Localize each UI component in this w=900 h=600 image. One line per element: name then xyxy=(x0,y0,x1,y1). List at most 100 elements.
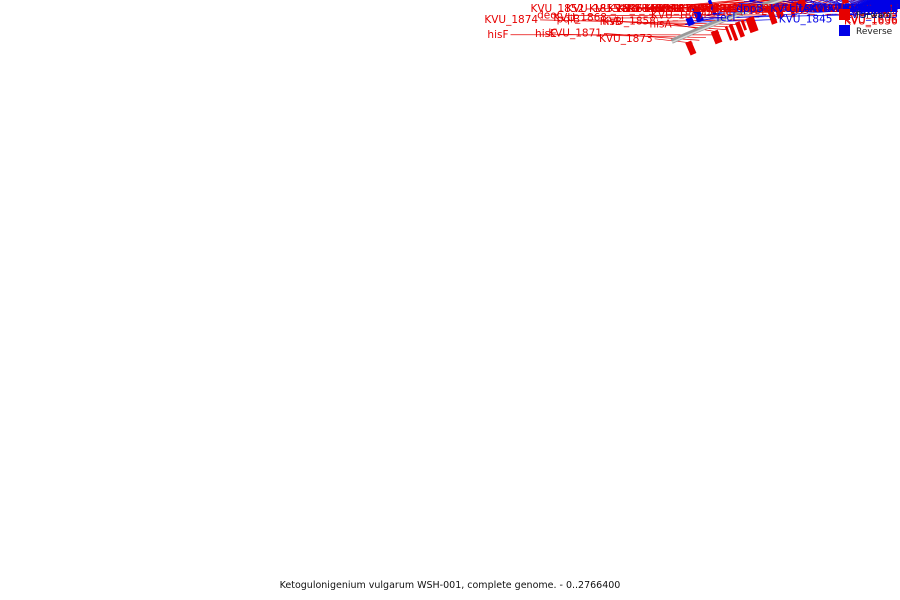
reverse-gene-label[interactable]: KVU_1664 xyxy=(844,3,898,15)
forward-gene-label[interactable]: KVU_1645 xyxy=(844,3,898,15)
reverse-gene-label[interactable]: KVU_1750 xyxy=(844,3,898,15)
reverse-gene-label[interactable]: katA xyxy=(860,3,884,15)
reverse-gene-label[interactable]: KVU_1713 xyxy=(844,3,898,15)
forward-gene-label[interactable]: glnA xyxy=(755,3,779,15)
forward-gene-label[interactable]: KVU_1625 xyxy=(844,7,898,19)
forward-gene-label[interactable]: putA xyxy=(870,3,895,15)
forward-gene-label[interactable]: KVU_1740 xyxy=(844,3,898,15)
forward-gene-label[interactable]: KVU_1786 xyxy=(844,3,898,15)
reverse-gene-label[interactable]: KVU_1572 xyxy=(844,3,898,15)
forward-gene-label[interactable]: leuA xyxy=(874,3,898,15)
forward-gene-label[interactable]: KVU_1871 xyxy=(548,27,602,39)
reverse-gene-label[interactable]: KVU_1586 xyxy=(844,3,898,15)
forward-gene-label[interactable]: KVU_1830 xyxy=(716,3,770,15)
forward-gene-label[interactable]: KVU_1842 xyxy=(686,3,740,15)
reverse-gene-label[interactable]: KVU_1793 xyxy=(844,3,898,15)
forward-gene-label[interactable]: KVU_1709 xyxy=(844,3,898,15)
reverse-gene-label[interactable]: KVU_1533 xyxy=(844,3,898,15)
reverse-gene-label[interactable]: hisS xyxy=(860,3,882,15)
reverse-gene-label[interactable]: KVU_1698 xyxy=(844,3,898,15)
reverse-gene-label[interactable]: nuoN xyxy=(860,3,888,15)
reverse-gene-label[interactable]: KVU_1781 xyxy=(844,3,898,15)
forward-gene-label[interactable]: tyrS xyxy=(876,5,898,17)
forward-gene-label[interactable]: ald xyxy=(622,3,638,15)
reverse-gene-label[interactable]: hisG xyxy=(860,3,883,15)
forward-gene-label[interactable]: KVU_1606 xyxy=(844,14,898,26)
reverse-gene-label[interactable]: KVU_1777 xyxy=(844,3,898,15)
reverse-gene-label[interactable]: KVU_1785 xyxy=(823,3,877,15)
reverse-gene-label[interactable]: KVU_1693 xyxy=(844,3,898,15)
reverse-gene-label[interactable]: KVU_1701 xyxy=(844,3,898,15)
forward-gene-label[interactable]: KVU_1757 xyxy=(844,3,898,15)
forward-gene-label[interactable]: KVU_1677 xyxy=(844,3,898,15)
reverse-gene-label[interactable]: KVU_1565 xyxy=(844,3,898,15)
reverse-gene-label[interactable]: KVU_1656 xyxy=(844,3,898,15)
reverse-gene-label[interactable]: nuoJ xyxy=(860,3,883,15)
reverse-gene-label[interactable]: glyQ xyxy=(860,3,884,15)
forward-gene-label[interactable]: KVU_1711 xyxy=(844,3,898,15)
reverse-gene-label[interactable]: KVU_1566 xyxy=(844,3,898,15)
reverse-gene-label[interactable]: nuoC xyxy=(860,3,887,15)
reverse-gene-label[interactable]: KVU_1576 xyxy=(844,3,898,15)
reverse-gene-label[interactable]: dppB xyxy=(736,3,763,15)
reverse-gene-label[interactable]: polA xyxy=(860,3,884,15)
reverse-gene-label[interactable]: KVU_1801 xyxy=(844,3,898,15)
reverse-gene-label[interactable]: KVU_1549 xyxy=(844,3,898,15)
reverse-gene-label[interactable]: KVU_1536 xyxy=(844,3,898,15)
reverse-gene-label[interactable]: KVU_1561 xyxy=(844,3,898,15)
reverse-gene-label[interactable]: KVU_1672 xyxy=(844,3,898,15)
forward-gene-label[interactable]: KVU_1668 xyxy=(844,3,898,15)
forward-gene-label[interactable]: KVU_1712 xyxy=(844,3,898,15)
forward-gene-label[interactable]: gph xyxy=(748,3,768,15)
forward-gene-label[interactable]: KVU_1800 xyxy=(705,3,759,15)
reverse-gene-label[interactable]: KVU_1808 xyxy=(844,3,898,15)
reverse-gene-label[interactable]: KVU_1638 xyxy=(844,3,898,15)
reverse-gene-label[interactable]: nadE xyxy=(860,3,886,15)
forward-gene-label[interactable]: hisF xyxy=(487,29,508,41)
reverse-gene-label[interactable]: pigE xyxy=(860,3,883,15)
forward-gene-label[interactable]: pqiB xyxy=(557,13,580,25)
forward-gene-label[interactable]: telA xyxy=(877,3,898,15)
reverse-gene-label[interactable]: deoB xyxy=(860,3,887,15)
reverse-gene-label[interactable]: KVU_1592 xyxy=(844,3,898,15)
forward-gene-label[interactable]: KVU_1837 xyxy=(660,3,714,15)
forward-gene-label[interactable]: KVU_1759 xyxy=(844,3,898,15)
reverse-gene-label[interactable]: KVU_1567 xyxy=(844,3,898,15)
forward-gene-label[interactable]: KVU_1718 xyxy=(844,3,898,15)
reverse-gene-label[interactable]: KVU_1782 xyxy=(844,3,898,15)
reverse-gene-label[interactable]: argD xyxy=(860,3,885,15)
forward-gene-label[interactable]: KVU_1614 xyxy=(844,3,898,15)
reverse-gene-label[interactable]: KVU_1627 xyxy=(844,3,898,15)
forward-gene-label[interactable]: KVU_1819 xyxy=(644,3,698,15)
forward-gene-label[interactable]: KVU_1658 xyxy=(844,3,898,15)
reverse-gene-label[interactable]: tatC xyxy=(860,3,882,15)
reverse-gene-label[interactable]: KVU_1765 xyxy=(844,3,898,15)
reverse-gene-label[interactable]: KVU_1651 xyxy=(844,3,898,15)
reverse-gene-label[interactable]: KVU_1508 xyxy=(844,3,898,15)
forward-gene-label[interactable]: purB xyxy=(873,3,898,15)
reverse-gene-label[interactable]: KVU_1721 xyxy=(844,3,898,15)
reverse-gene-label[interactable]: KVU_1628 xyxy=(844,3,898,15)
reverse-gene-label[interactable]: nuoK xyxy=(860,3,888,15)
reverse-gene-label[interactable]: pal xyxy=(860,3,876,15)
forward-gene-label[interactable]: hisE xyxy=(535,28,557,40)
reverse-gene-label[interactable]: tatB xyxy=(860,3,882,15)
reverse-gene-label[interactable]: KVU_1787 xyxy=(811,3,865,15)
forward-gene-label[interactable]: KVU_1684 xyxy=(844,3,898,15)
reverse-gene-label[interactable]: KVU_1582 xyxy=(844,3,898,15)
forward-gene-label[interactable]: KVU_1767 xyxy=(844,3,898,15)
reverse-gene-label[interactable]: KVU_1553 xyxy=(844,3,898,15)
reverse-gene-label[interactable]: KVU_1523 xyxy=(844,3,898,15)
reverse-gene-label[interactable]: KVU_1568 xyxy=(844,3,898,15)
reverse-gene-label[interactable]: fecI xyxy=(716,12,735,24)
forward-gene-label[interactable]: pecM xyxy=(704,6,732,18)
reverse-gene-label[interactable]: codA xyxy=(860,3,887,15)
reverse-gene-label[interactable]: KVU_1637 xyxy=(844,3,898,15)
forward-gene-label[interactable]: KVU_1760 xyxy=(844,3,898,15)
forward-gene-label[interactable]: KVU_1779 xyxy=(844,3,898,15)
reverse-gene-label[interactable]: yebN xyxy=(860,3,887,15)
forward-gene-label[interactable]: KVU_1822 xyxy=(679,3,733,15)
reverse-gene-label[interactable]: KVU_1648 xyxy=(844,3,898,15)
reverse-gene-label[interactable]: phrR xyxy=(860,3,885,15)
reverse-gene-label[interactable]: glyS xyxy=(860,3,883,15)
